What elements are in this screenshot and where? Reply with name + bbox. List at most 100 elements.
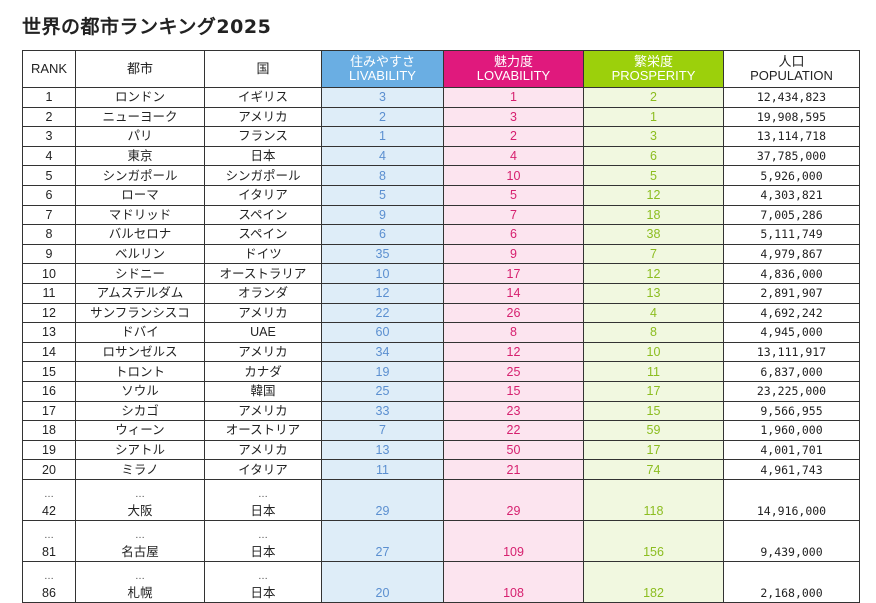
cell-population-value: 2,168,000 (760, 585, 823, 600)
cell-lovability-value: 12 (506, 345, 521, 360)
cell-rank: 19 (22, 439, 76, 461)
cell-population: 37,785,000 (723, 145, 860, 167)
cell-population-value: 5,111,749 (760, 227, 823, 242)
cell-rank: 12 (22, 302, 76, 324)
cell-rank-value: 12 (42, 305, 56, 320)
cell-city-value: 札幌 (127, 585, 153, 600)
cell-country: イギリス (204, 87, 322, 108)
cell-country: UAE (204, 322, 322, 343)
cell-population: 13,114,718 (723, 126, 860, 147)
cell-lovability: 12 (443, 341, 584, 363)
cell-lovability: 14 (443, 282, 584, 304)
ellipsis-mark: … (135, 488, 145, 500)
cell-lovability: 5 (443, 184, 584, 206)
cell-lovability-value: 108 (503, 585, 524, 600)
cell-lovability-value: 8 (510, 325, 517, 340)
cell-country-value: シンガポール (225, 168, 301, 183)
cell-prosperity-value: 3 (650, 129, 657, 144)
cell-rank: 14 (22, 341, 76, 363)
cell-population: 5,111,749 (723, 224, 860, 245)
cell-livability-value: 35 (375, 247, 390, 262)
table-row: 18 ウィーン オーストリア 7 22 59 1,960,000 (22, 420, 860, 441)
cell-lovability: 10 (443, 165, 584, 186)
cell-prosperity-value: 38 (646, 227, 661, 242)
cell-population-value: 9,566,955 (760, 403, 823, 418)
cell-country: アメリカ (204, 439, 322, 461)
cell-rank-value: 18 (42, 423, 56, 438)
cell-population-value: 13,114,718 (756, 129, 827, 144)
cell-livability-value: 33 (375, 403, 390, 418)
cell-lovability: 25 (443, 361, 584, 382)
cell-lovability: 7 (443, 204, 584, 226)
table-row: 20 ミラノ イタリア 11 21 74 4,961,743 (22, 459, 860, 480)
cell-prosperity: 3 (583, 126, 724, 147)
table-row-gap: … 81 … 名古屋 … 日本 27 109 156 9,439,000 (22, 519, 860, 562)
table-row-gap: … 86 … 札幌 … 日本 20 108 182 2,168,000 (22, 560, 860, 603)
cell-population: 14,916,000 (723, 478, 860, 521)
cell-lovability-value: 2 (510, 129, 517, 144)
cell-rank: 13 (22, 322, 76, 343)
cell-livability: 2 (321, 106, 444, 128)
header-lovability-jp: 魅力度 (493, 54, 533, 69)
cell-lovability: 9 (443, 243, 584, 265)
cell-country-value: オランダ (237, 286, 288, 301)
cell-country-value: ドイツ (244, 247, 282, 262)
table-row: 7 マドリッド スペイン 9 7 18 7,005,286 (22, 204, 860, 226)
cell-lovability: 109 (443, 519, 584, 562)
cell-city: ウィーン (75, 420, 205, 441)
cell-rank-value: 14 (42, 345, 56, 360)
cell-country-value: アメリカ (238, 305, 288, 320)
cell-city: ベルリン (75, 243, 205, 265)
cell-lovability: 4 (443, 145, 584, 167)
cell-prosperity-value: 10 (646, 345, 661, 360)
cell-population-value: 4,303,821 (760, 188, 823, 203)
table-row: 12 サンフランシスコ アメリカ 22 26 4 4,692,242 (22, 302, 860, 324)
cell-population-value: 4,979,867 (760, 247, 823, 262)
header-livability-en: LIVABILITY (349, 68, 416, 83)
cell-livability-value: 7 (379, 423, 386, 438)
cell-livability: 22 (321, 302, 444, 324)
cell-rank-value: 10 (42, 266, 56, 281)
cell-city: パリ (75, 126, 205, 147)
table-row: 14 ロサンゼルス アメリカ 34 12 10 13,111,917 (22, 341, 860, 363)
table-row: 17 シカゴ アメリカ 33 23 15 9,566,955 (22, 400, 860, 422)
cell-livability: 19 (321, 361, 444, 382)
cell-city-value: ロサンゼルス (102, 345, 178, 360)
cell-population: 9,439,000 (723, 519, 860, 562)
cell-livability: 13 (321, 439, 444, 461)
cell-city: ソウル (75, 380, 205, 402)
cell-country-value: オーストラリア (219, 266, 307, 281)
cell-livability-value: 60 (375, 325, 390, 340)
ranking-table: RANK 都市 国 住みやすさ LIVABILITY 魅力度 LOVABILIT… (22, 50, 860, 603)
cell-rank: 5 (22, 165, 76, 186)
cell-population-value: 37,785,000 (756, 149, 827, 164)
cell-lovability: 3 (443, 106, 584, 128)
cell-prosperity-value: 59 (646, 423, 661, 438)
cell-livability: 11 (321, 459, 444, 480)
cell-country: アメリカ (204, 302, 322, 324)
cell-city-value: トロント (114, 364, 165, 379)
cell-lovability: 29 (443, 478, 584, 521)
cell-country: … 日本 (204, 519, 322, 562)
cell-population-value: 9,439,000 (760, 544, 823, 559)
cell-rank-value: 9 (45, 247, 53, 262)
header-rank: RANK (22, 50, 76, 88)
cell-prosperity: 8 (583, 322, 724, 343)
cell-rank-value: 19 (42, 442, 56, 457)
cell-lovability: 1 (443, 87, 584, 108)
cell-livability-value: 2 (379, 109, 386, 124)
cell-prosperity-value: 12 (646, 188, 661, 203)
cell-population: 4,692,242 (723, 302, 860, 324)
cell-livability: 12 (321, 282, 444, 304)
cell-rank-value: 1 (45, 90, 53, 105)
cell-rank: 20 (22, 459, 76, 480)
cell-country-value: 日本 (250, 544, 276, 559)
cell-prosperity: 12 (583, 184, 724, 206)
cell-country: オーストラリア (204, 263, 322, 284)
cell-rank-value: 3 (45, 129, 53, 144)
cell-livability-value: 34 (375, 345, 390, 360)
cell-city: サンフランシスコ (75, 302, 205, 324)
cell-prosperity: 17 (583, 380, 724, 402)
cell-city: シカゴ (75, 400, 205, 422)
cell-country-value: 日本 (250, 585, 276, 600)
